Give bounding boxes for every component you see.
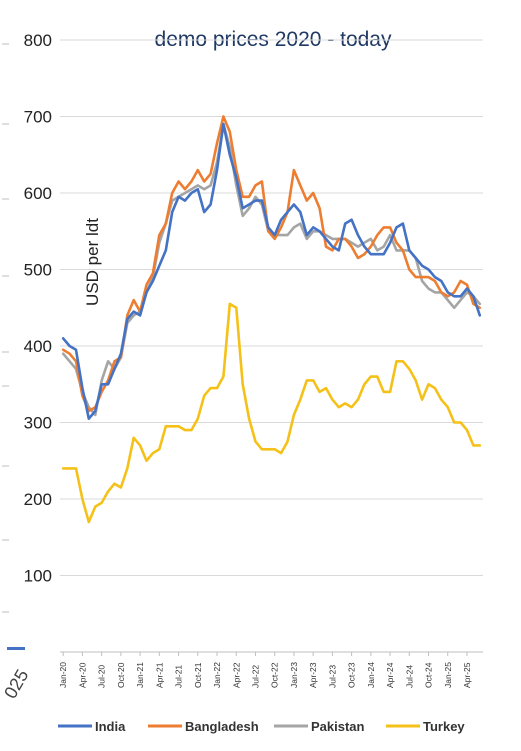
x-tick-label: Jan-20 — [58, 662, 68, 688]
x-tick-label: Oct-20 — [116, 662, 126, 688]
y-tick-label: 700 — [24, 108, 52, 127]
x-tick-label: Apr-22 — [231, 662, 241, 688]
legend: India Bangladesh Pakistan Turkey — [58, 719, 465, 734]
y-axis-ticks: 100 200 300 400 500 600 700 800 — [24, 31, 52, 586]
x-tick-label: Oct-23 — [347, 662, 357, 688]
series-line-turkey — [61, 302, 482, 524]
x-axis-ticks: Jan-20 Apr-20 Jul-20 Oct-20 Jan-21 Apr-21 Jul-… — [58, 652, 472, 688]
y-tick-label: 100 — [24, 567, 52, 586]
y-tick-label: 500 — [24, 261, 52, 280]
x-tick-label: Jul-20 — [97, 665, 107, 688]
x-tick-label: Apr-21 — [154, 662, 164, 688]
x-tick-label: Apr-24 — [385, 662, 395, 688]
y-axis-label: USD per ldt — [83, 218, 102, 306]
edge-fragment-text: 025 — [0, 666, 32, 702]
series-line-india — [61, 122, 482, 421]
x-tick-label: Jan-24 — [366, 662, 376, 688]
x-tick-label: Oct-24 — [424, 662, 434, 688]
gridlines — [60, 39, 483, 653]
legend-label-india: India — [95, 719, 126, 734]
x-tick-label: Apr-25 — [462, 662, 472, 688]
y-tick-label: 400 — [24, 337, 52, 356]
legend-label-pakistan: Pakistan — [311, 719, 365, 734]
x-tick-label: Apr-20 — [77, 662, 87, 688]
x-tick-label: Jan-22 — [212, 662, 222, 688]
x-tick-label: Jan-23 — [289, 662, 299, 688]
y-tick-label: 800 — [24, 31, 52, 50]
legend-label-turkey: Turkey — [423, 719, 465, 734]
x-tick-label: Apr-23 — [308, 662, 318, 688]
y-tick-label: 200 — [24, 490, 52, 509]
x-tick-label: Jul-22 — [250, 665, 260, 688]
x-tick-label: Jul-24 — [404, 665, 414, 688]
edge-legend-swatch — [7, 647, 25, 650]
x-tick-label: Jul-23 — [327, 665, 337, 688]
legend-label-bangladesh: Bangladesh — [185, 719, 259, 734]
x-tick-label: Jan-25 — [443, 662, 453, 688]
x-tick-label: Jan-21 — [135, 662, 145, 688]
x-tick-label: Oct-21 — [193, 662, 203, 688]
x-tick-label: Oct-22 — [270, 662, 280, 688]
y-tick-label: 300 — [24, 414, 52, 433]
series-line-bangladesh — [61, 115, 482, 413]
x-tick-label: Jul-21 — [174, 665, 184, 688]
y-tick-label: 600 — [24, 184, 52, 203]
series-lines — [61, 115, 482, 524]
